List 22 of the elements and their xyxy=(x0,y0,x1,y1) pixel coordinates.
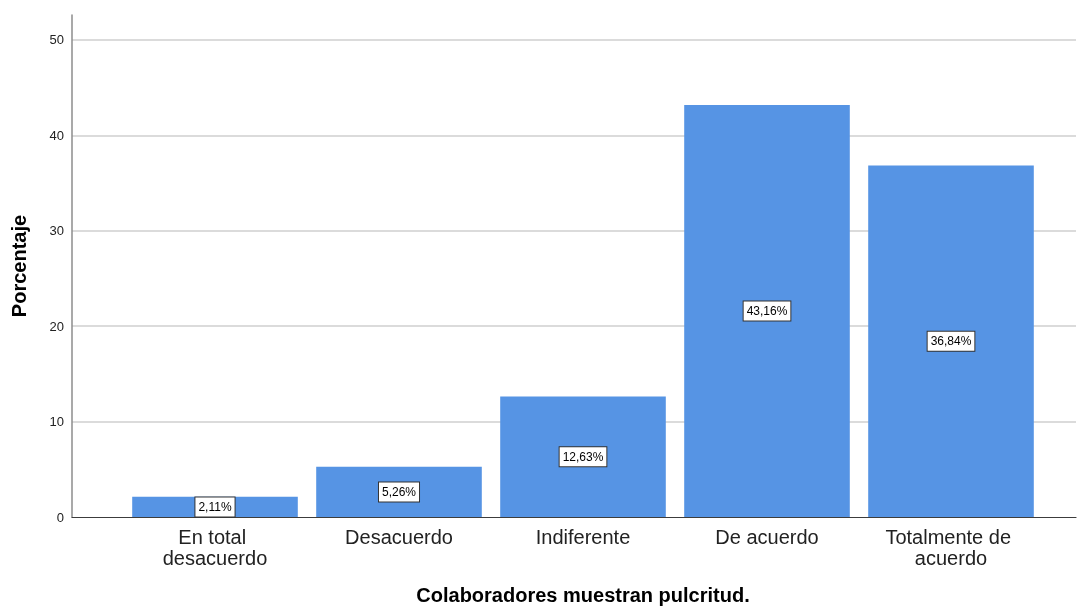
x-axis-title: Colaboradores muestran pulcritud. xyxy=(416,584,750,606)
x-tick-label: En total desacuerdo xyxy=(162,525,268,569)
y-tick-label: 0 xyxy=(56,509,64,525)
y-tick-label: 10 xyxy=(49,414,64,430)
x-tick-label: De acuerdo xyxy=(715,525,819,548)
y-axis-title: Porcentaje xyxy=(8,214,30,318)
x-tick-label: Indiferente xyxy=(535,525,631,548)
data-label: 5,26% xyxy=(381,484,417,499)
x-tick-label: Totalmente de acuerdo xyxy=(885,525,1017,569)
bar xyxy=(316,466,482,517)
bar xyxy=(868,165,1034,517)
bar xyxy=(684,105,850,517)
x-tick-label: Desacuerdo xyxy=(345,525,453,548)
data-label: 12,63% xyxy=(562,449,604,464)
y-tick-label: 50 xyxy=(49,32,64,48)
data-label: 36,84% xyxy=(930,334,972,349)
data-label: 43,16% xyxy=(746,304,788,319)
data-label: 2,11% xyxy=(198,499,232,514)
bar xyxy=(500,396,666,517)
y-tick-label: 40 xyxy=(49,127,64,143)
y-tick-label: 30 xyxy=(49,223,64,239)
y-tick-label: 20 xyxy=(49,318,64,334)
